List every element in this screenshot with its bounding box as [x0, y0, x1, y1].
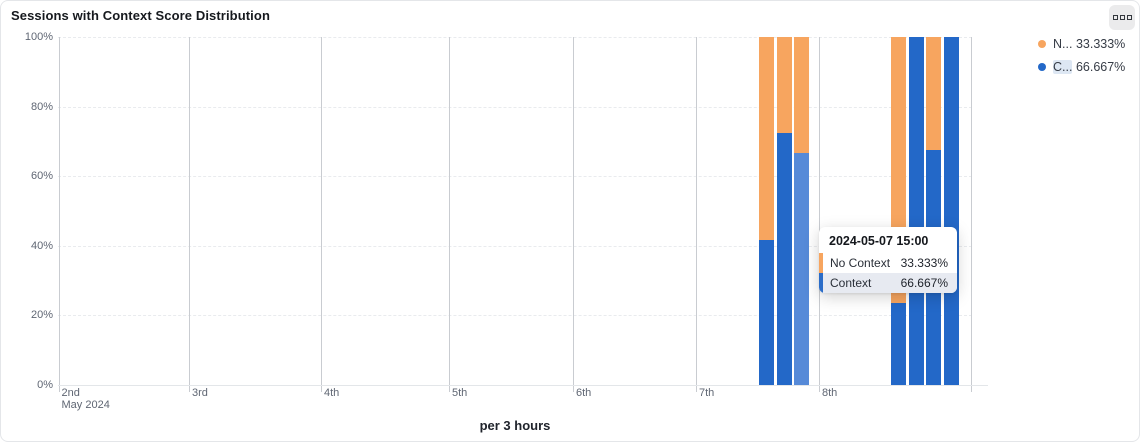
x-axis-tick-label: 2nd	[61, 387, 80, 399]
grid-squares-icon	[1112, 15, 1118, 20]
x-gridline	[449, 37, 450, 392]
y-gridline	[58, 245, 972, 247]
x-axis-caption: per 3 hours	[479, 418, 551, 433]
x-gridline	[573, 37, 574, 392]
y-axis-tick-label: 0%	[37, 379, 53, 391]
x-gridline	[58, 37, 60, 392]
legend-value: 33.333%	[1075, 37, 1126, 51]
series-color-swatch-icon	[819, 253, 823, 273]
x-gridline	[696, 37, 697, 392]
bar-segment-context[interactable]	[759, 239, 774, 385]
series-color-swatch-icon	[819, 273, 823, 293]
tooltip-series-name: No Context	[830, 256, 891, 270]
x-axis-tick-label: 5th	[452, 387, 468, 399]
bar-segment-context[interactable]	[891, 303, 906, 385]
x-axis-tick-label: 3rd	[192, 387, 208, 399]
legend-dot-icon	[1038, 40, 1046, 48]
widget-handle-button[interactable]	[1109, 5, 1135, 30]
widget-title: Sessions with Context Score Distribution	[11, 8, 270, 23]
x-axis-month-label: May 2024	[61, 399, 110, 411]
grid-squares-icon	[1119, 15, 1125, 20]
x-axis-tick-label: 6th	[576, 387, 592, 399]
legend-text: C... 66.667%	[1053, 60, 1125, 74]
y-axis-tick-label: 40%	[30, 239, 53, 252]
x-gridline	[819, 37, 820, 392]
x-gridline	[971, 37, 972, 392]
y-axis-tick-label: 60%	[30, 170, 53, 183]
bar-segment-no-context[interactable]	[794, 37, 809, 153]
bar-segment-context[interactable]	[908, 37, 924, 385]
x-gridline	[189, 37, 190, 392]
y-axis-tick-label: 100%	[24, 31, 53, 43]
x-axis-tick-label: 4th	[324, 387, 340, 399]
y-axis-tick-label: 20%	[30, 309, 53, 322]
x-axis-tick-label: 7th	[699, 387, 715, 399]
legend-label: N...	[1053, 37, 1073, 51]
legend-label: C...	[1053, 60, 1073, 74]
tooltip-row-context: Context 66.667%	[819, 273, 957, 293]
grid-squares-icon	[1126, 15, 1132, 20]
bar-segment-context[interactable]	[794, 152, 809, 385]
y-gridline	[58, 315, 972, 317]
legend-text: N... 33.333%	[1053, 37, 1125, 51]
legend-dot-icon	[1038, 63, 1046, 71]
tooltip-series-name: Context	[830, 276, 872, 290]
x-gridline	[321, 37, 322, 392]
tooltip-series-value: 33.333%	[900, 256, 948, 270]
x-axis-tick-label: 8th	[822, 387, 838, 399]
bar-segment-no-context[interactable]	[759, 37, 774, 240]
tooltip-row-no-context: No Context 33.333%	[819, 253, 957, 273]
y-axis-tick-label: 80%	[30, 100, 53, 113]
legend-item-context[interactable]: C... 66.667%	[1038, 60, 1138, 74]
y-gridline	[58, 37, 972, 38]
legend-value: 66.667%	[1075, 60, 1126, 74]
y-gridline	[58, 176, 972, 178]
legend-item-no-context[interactable]: N... 33.333%	[1038, 37, 1138, 51]
chart-tooltip: 2024-05-07 15:00 No Context 33.333% Cont…	[819, 227, 957, 293]
bar-segment-no-context[interactable]	[926, 37, 941, 151]
x-axis-line	[58, 385, 988, 386]
bar-segment-context[interactable]	[943, 37, 959, 385]
bar-segment-no-context[interactable]	[776, 37, 792, 134]
y-gridline	[58, 106, 972, 108]
tooltip-series-value: 66.667%	[900, 276, 948, 290]
bar-segment-context[interactable]	[776, 133, 792, 385]
tooltip-timestamp: 2024-05-07 15:00	[829, 234, 929, 248]
chart-legend: N... 33.333% C... 66.667%	[1038, 37, 1138, 83]
